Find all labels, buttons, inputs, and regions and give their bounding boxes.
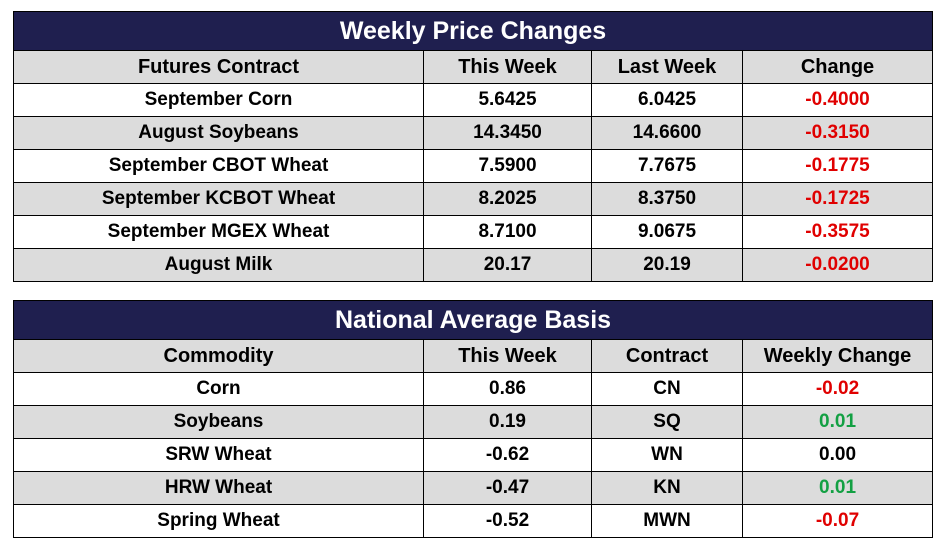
column-header-futures-contract: Futures Contract: [13, 50, 424, 84]
contract-cell: August Soybeans: [13, 116, 424, 150]
weekly-price-changes-table: Weekly Price Changes Futures Contract Th…: [12, 11, 934, 282]
column-header-this-week: This Week: [423, 50, 592, 84]
contract-cell: SQ: [591, 405, 743, 439]
contract-cell: KN: [591, 471, 743, 505]
contract-cell: September CBOT Wheat: [13, 149, 424, 183]
table-row: September KCBOT Wheat 8.2025 8.3750 -0.1…: [13, 182, 934, 216]
column-header-change: Change: [741, 50, 934, 84]
table-row: August Milk 20.17 20.19 -0.0200: [13, 248, 934, 282]
this-week-cell: 0.19: [423, 405, 592, 439]
table-row: Corn 0.86 CN -0.02: [13, 372, 934, 406]
column-header-this-week: This Week: [423, 339, 592, 373]
this-week-cell: 7.5900: [423, 149, 592, 183]
column-header-contract: Contract: [591, 339, 743, 373]
change-cell: -0.4000: [741, 83, 934, 117]
contract-cell: September KCBOT Wheat: [13, 182, 424, 216]
column-header-last-week: Last Week: [591, 50, 743, 84]
this-week-cell: -0.47: [423, 471, 592, 505]
table-row: Spring Wheat -0.52 MWN -0.07: [13, 504, 934, 538]
weekly-change-cell: 0.01: [741, 471, 934, 505]
column-header-weekly-change: Weekly Change: [741, 339, 934, 373]
change-cell: -0.3575: [741, 215, 934, 249]
weekly-change-cell: -0.07: [741, 504, 934, 538]
contract-cell: WN: [591, 438, 743, 472]
change-cell: -0.1775: [741, 149, 934, 183]
this-week-cell: 20.17: [423, 248, 592, 282]
this-week-cell: -0.52: [423, 504, 592, 538]
contract-cell: CN: [591, 372, 743, 406]
commodity-cell: SRW Wheat: [13, 438, 424, 472]
table-row: Soybeans 0.19 SQ 0.01: [13, 405, 934, 439]
table-row: September Corn 5.6425 6.0425 -0.4000: [13, 83, 934, 117]
weekly-change-cell: 0.00: [741, 438, 934, 472]
change-cell: -0.3150: [741, 116, 934, 150]
contract-cell: September Corn: [13, 83, 424, 117]
commodity-cell: HRW Wheat: [13, 471, 424, 505]
table-row: August Soybeans 14.3450 14.6600 -0.3150: [13, 116, 934, 150]
contract-cell: August Milk: [13, 248, 424, 282]
contract-cell: MWN: [591, 504, 743, 538]
this-week-cell: -0.62: [423, 438, 592, 472]
national-average-basis-table: National Average Basis Commodity This We…: [12, 300, 934, 538]
this-week-cell: 8.7100: [423, 215, 592, 249]
price-table-title: Weekly Price Changes: [12, 11, 934, 51]
commodity-cell: Corn: [13, 372, 424, 406]
last-week-cell: 6.0425: [591, 83, 743, 117]
last-week-cell: 20.19: [591, 248, 743, 282]
this-week-cell: 8.2025: [423, 182, 592, 216]
table-row: HRW Wheat -0.47 KN 0.01: [13, 471, 934, 505]
change-cell: -0.1725: [741, 182, 934, 216]
last-week-cell: 8.3750: [591, 182, 743, 216]
last-week-cell: 7.7675: [591, 149, 743, 183]
change-cell: -0.0200: [741, 248, 934, 282]
weekly-change-cell: -0.02: [741, 372, 934, 406]
contract-cell: September MGEX Wheat: [13, 215, 424, 249]
table-row: September CBOT Wheat 7.5900 7.7675 -0.17…: [13, 149, 934, 183]
column-header-commodity: Commodity: [13, 339, 424, 373]
commodity-cell: Soybeans: [13, 405, 424, 439]
this-week-cell: 5.6425: [423, 83, 592, 117]
this-week-cell: 14.3450: [423, 116, 592, 150]
table-row: SRW Wheat -0.62 WN 0.00: [13, 438, 934, 472]
last-week-cell: 14.6600: [591, 116, 743, 150]
table-row: September MGEX Wheat 8.7100 9.0675 -0.35…: [13, 215, 934, 249]
weekly-change-cell: 0.01: [741, 405, 934, 439]
this-week-cell: 0.86: [423, 372, 592, 406]
commodity-cell: Spring Wheat: [13, 504, 424, 538]
last-week-cell: 9.0675: [591, 215, 743, 249]
basis-table-title: National Average Basis: [12, 300, 934, 340]
